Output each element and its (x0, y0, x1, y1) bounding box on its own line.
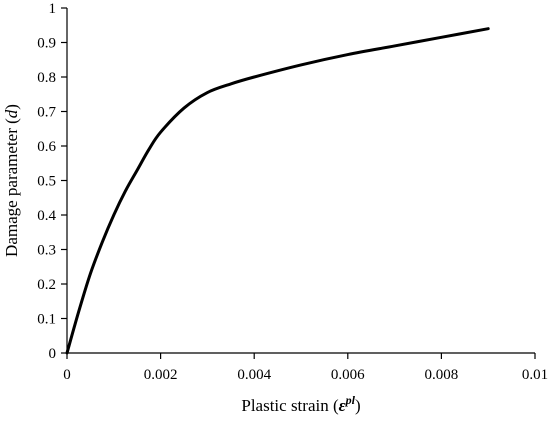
y-tick-label: 0.9 (37, 36, 56, 52)
y-tick-label: 0.4 (37, 208, 56, 224)
x-tick-label: 0.004 (237, 367, 271, 383)
x-ticks: 0 0.002 0.004 0.006 0.008 0.01 (63, 353, 548, 383)
y-tick-label: 0.2 (37, 277, 56, 293)
series (65, 27, 490, 355)
x-axis-title: Plastic strain (εpl) (241, 393, 360, 415)
y-tick-label: 0.8 (37, 70, 56, 86)
series-line (65, 27, 490, 355)
x-axis-title-prefix: Plastic strain ( (241, 396, 339, 415)
y-tick-label: 0.7 (37, 105, 56, 121)
x-tick-label: 0 (63, 367, 71, 383)
y-tick-label: 0.1 (37, 312, 56, 328)
y-axis-title-prefix: Damage parameter ( (2, 118, 21, 257)
x-tick-label: 0.01 (522, 367, 548, 383)
y-axis-title-symbol: d (2, 109, 21, 118)
y-tick-label: 0 (49, 346, 57, 362)
y-tick-label: 0.6 (37, 139, 56, 155)
x-tick-label: 0.008 (425, 367, 459, 383)
y-tick-label: 0.5 (37, 174, 56, 190)
x-tick-label: 0.002 (144, 367, 178, 383)
y-tick-label: 1 (49, 1, 57, 17)
y-axis-title-suffix: ) (2, 104, 21, 110)
y-ticks: 0 0.1 0.2 0.3 0.4 0.5 0.6 0.7 0.8 0.9 1 (37, 1, 67, 362)
x-axis-title-symbol: ε (339, 396, 346, 415)
x-axis-title-suffix: ) (355, 396, 361, 415)
x-tick-label: 0.006 (331, 367, 365, 383)
axes (66, 8, 535, 354)
x-axis-title-superscript: pl (345, 393, 356, 407)
y-tick-label: 0.3 (37, 243, 56, 259)
y-axis-title: Damage parameter (d) (2, 104, 21, 257)
